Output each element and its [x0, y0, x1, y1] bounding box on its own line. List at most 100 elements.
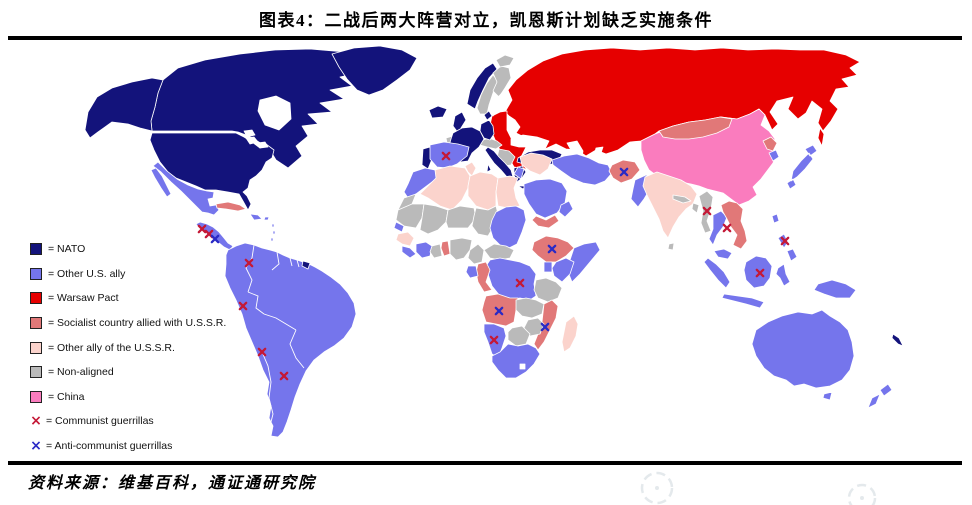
communist-guerrilla-marker-peru [238, 301, 248, 311]
country-border-line [263, 313, 297, 331]
region-benin [440, 240, 451, 257]
region-egypt [495, 175, 521, 209]
legend-label-antiCommunist: = Anti-communist guerrillas [46, 440, 173, 453]
region-north-korea [762, 136, 778, 152]
legend-label-nonAligned: = Non-aligned [48, 366, 114, 379]
region-south-korea [768, 149, 780, 162]
communist-guerrilla-marker-argentina [279, 371, 289, 381]
country-border-line [289, 257, 293, 267]
legend-label-communist: = Communist guerrillas [46, 415, 154, 428]
communist-guerrilla-marker-spain [441, 151, 451, 161]
region-lesser-antilles [270, 223, 276, 242]
country-border-line [245, 244, 255, 293]
region-canada [150, 48, 363, 169]
region-baja-california [150, 167, 172, 198]
region-sumatra [703, 257, 731, 289]
communist-guerrilla-marker-zaire [515, 278, 525, 288]
region-gabon [465, 265, 479, 279]
region-sierra-leone-liberia [401, 245, 417, 259]
region-tunisia [464, 161, 477, 177]
region-india [642, 171, 698, 239]
bottom-rule [8, 461, 962, 465]
country-border-line [261, 351, 274, 427]
region-new-caledonia [891, 333, 904, 347]
legend-item-nato: = NATO [30, 237, 226, 262]
legend-label-warsaw: = Warsaw Pact [48, 292, 119, 305]
region-central-african-republic [483, 243, 515, 261]
legend-swatch-warsaw [30, 292, 42, 305]
watermark-logo-dot [860, 496, 864, 500]
communist-guerrilla-marker-laos [722, 223, 732, 233]
region-bangladesh [691, 202, 700, 214]
region-tanzania [533, 277, 563, 303]
region-aral-sea [594, 146, 604, 154]
legend-swatch-usAlly [30, 267, 42, 280]
region-madagascar [561, 315, 579, 353]
region-south-america [224, 242, 357, 438]
legend-cross-communist: × [30, 413, 42, 430]
region-cameroon [467, 243, 485, 265]
region-uganda [543, 261, 553, 273]
region-new-guinea [813, 279, 857, 299]
region-new-zealand [867, 383, 893, 409]
region-cuba [215, 201, 247, 212]
legend-cross-antiCommunist: × [30, 438, 42, 455]
region-thailand [708, 210, 728, 246]
communist-guerrilla-marker-guatemala [197, 224, 207, 234]
region-mauritania [395, 203, 425, 229]
legend-swatch-china [30, 390, 42, 403]
region-morocco [403, 167, 441, 199]
antiCommunist-guerrilla-marker-ethiopia [547, 244, 557, 254]
region-senegal [393, 221, 405, 233]
region-svalbard [495, 54, 515, 68]
region-french-guiana [301, 260, 311, 270]
region-nepal [672, 194, 692, 204]
region-lesotho [519, 363, 526, 370]
region-ussr [504, 47, 861, 157]
legend-item-nonAligned: = Non-aligned [30, 360, 226, 385]
region-iceland [428, 105, 448, 119]
source-note: 资料来源：维基百科，通证通研究院 [28, 475, 317, 492]
region-ghana [429, 243, 443, 259]
region-malaysia [713, 248, 733, 260]
region-portugal [421, 146, 433, 170]
communist-guerrilla-marker-colombia [244, 258, 254, 268]
country-border-line [289, 329, 305, 369]
region-java [721, 293, 765, 309]
legend-swatch-socialist [30, 317, 42, 330]
region-zambia [515, 297, 545, 319]
region-ivory-coast [415, 241, 433, 259]
watermark-logo [847, 483, 877, 505]
region-sakhalin [817, 127, 825, 147]
legend-label-china: = China [48, 390, 85, 403]
communist-guerrilla-marker-philippines [780, 236, 790, 246]
country-border-line [271, 251, 280, 271]
region-sri-lanka [667, 242, 675, 251]
region-greenland [331, 45, 418, 96]
legend-label-socialist: = Socialist country allied with U.S.S.R. [48, 317, 227, 330]
top-rule [8, 36, 962, 40]
region-sudan [489, 205, 527, 249]
map-regions [84, 45, 904, 438]
watermark-logo-dot [655, 486, 659, 490]
region-niger [445, 205, 477, 229]
region-iran [551, 153, 613, 186]
legend-item-socialist: = Socialist country allied with U.S.S.R. [30, 311, 226, 336]
country-border-line [247, 291, 265, 315]
legend-swatch-ussrAlly [30, 341, 42, 354]
region-south-africa [491, 343, 541, 379]
region-hudson-bay [257, 95, 292, 131]
antiCommunist-guerrilla-marker-nicaragua [210, 234, 220, 244]
region-mongolia [658, 116, 733, 140]
legend-item-china: = China [30, 385, 226, 410]
region-libya [467, 171, 499, 211]
communist-guerrilla-marker-borneo [755, 268, 765, 278]
region-alaska [84, 77, 164, 139]
region-nigeria [449, 237, 473, 261]
region-south-yemen [531, 214, 560, 229]
region-sulawesi [775, 263, 791, 287]
region-hispaniola [249, 213, 263, 221]
legend-label-nato: = NATO [48, 243, 86, 256]
region-syria-iraq [519, 152, 553, 176]
